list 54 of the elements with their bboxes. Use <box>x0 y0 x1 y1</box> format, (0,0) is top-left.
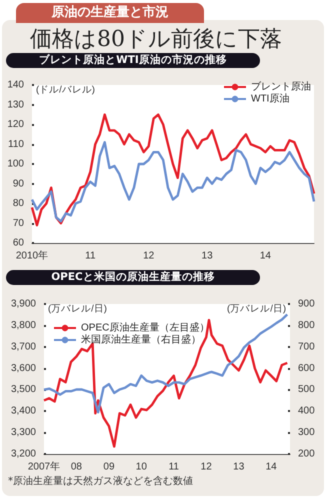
text: 価格は80ドル前後に下落 <box>30 26 282 54</box>
y-tick-label: 130 <box>7 99 24 110</box>
x-tick-label: 11 <box>168 462 180 472</box>
x-tick-label: 08 <box>70 462 82 472</box>
x-tick-label: 14 <box>260 250 272 262</box>
legend-label: WTI原油 <box>251 92 290 104</box>
line-series <box>42 318 288 448</box>
y2-tick-label: 600 <box>298 362 316 374</box>
y-tick-label: 3,200 <box>10 448 36 460</box>
x-tick-label: 13 <box>202 250 214 262</box>
x-tick-label: 12 <box>200 462 212 472</box>
y-tick-label: 3,300 <box>10 427 36 438</box>
y-tick-label: 80 <box>12 198 24 209</box>
y-tick-label: 3,900 <box>10 298 36 310</box>
y2-tick-label: 400 <box>298 406 316 417</box>
text: *原油生産量は天然ガス液などを含む数値 <box>8 474 193 488</box>
x-tick-label: 11 <box>85 250 96 262</box>
y-tick-label: 140 <box>7 80 24 90</box>
text: 原油の生産量と市況 <box>16 3 204 23</box>
y2-tick-label: 800 <box>298 320 316 331</box>
x-tick-label: 09 <box>103 462 115 472</box>
y-tick-label: 60 <box>12 238 24 248</box>
y2-axis-title: (万バレル/日) <box>227 304 286 314</box>
legend-label: ブレント原油 <box>251 80 311 92</box>
chart-title: OPECと米国の原油生産量の推移 <box>6 270 260 285</box>
legend-label: OPEC原油生産量（左目盛） <box>81 322 210 334</box>
y2-tick-label: 900 <box>298 298 316 310</box>
y-tick-label: 110 <box>8 138 24 150</box>
y-tick-label: 120 <box>7 119 24 130</box>
x-tick-label: 13 <box>233 462 245 472</box>
line-series <box>30 141 316 222</box>
y2-tick-label: 500 <box>298 384 316 396</box>
y-tick-label: 3,800 <box>10 320 36 331</box>
legend-label: 米国原油生産量（右目盛） <box>81 334 201 346</box>
line-series <box>42 313 288 414</box>
y-tick-label: 3,600 <box>10 362 36 374</box>
y-axis-title: (万バレル/日) <box>48 304 107 314</box>
y2-tick-label: 200 <box>298 448 316 460</box>
chart-title: ブレント原油とWTI原油の市況の推移 <box>6 53 260 68</box>
y2-tick-label: 700 <box>298 341 316 352</box>
y2-tick-label: 300 <box>298 427 316 438</box>
x-tick-label: 10 <box>136 462 148 472</box>
x-tick-label: 2007年 <box>28 460 60 472</box>
x-tick-label: 2010年 <box>16 250 48 262</box>
y-tick-label: 100 <box>7 158 24 170</box>
y-axis-title: (ドル/バレル) <box>36 84 95 96</box>
x-tick-label: 12 <box>143 250 155 262</box>
x-tick-label: 14 <box>266 462 278 472</box>
y-tick-label: 70 <box>12 218 24 229</box>
y-tick-label: 3,500 <box>10 384 36 396</box>
y-tick-label: 3,400 <box>10 406 36 417</box>
y-tick-label: 3,700 <box>10 341 36 352</box>
y-tick-label: 90 <box>12 178 24 190</box>
line-series <box>30 113 316 226</box>
